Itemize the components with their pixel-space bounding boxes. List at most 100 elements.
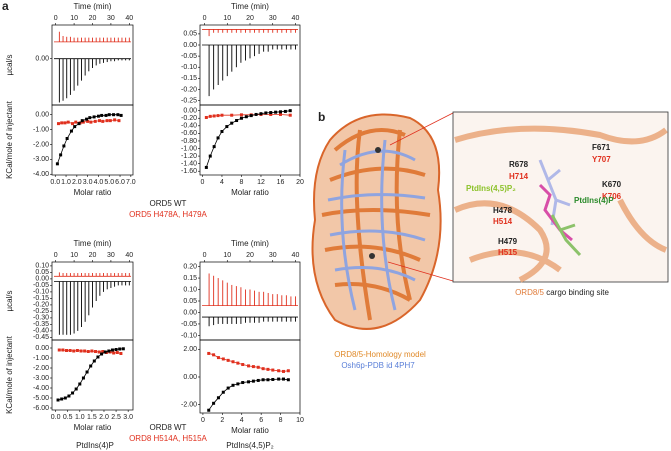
x-tick-label: 10 <box>70 15 78 22</box>
legend-wt: ORD5 WT <box>150 199 187 208</box>
x-tick-label: 0 <box>54 15 58 22</box>
data-point <box>110 348 114 352</box>
y-tick-label: 0.05 <box>183 31 197 38</box>
data-point <box>66 120 70 124</box>
y-tick-label: -0.05 <box>33 282 49 289</box>
x-tick-label: 3.0 <box>123 414 133 421</box>
data-point <box>119 352 123 355</box>
data-point <box>94 350 98 353</box>
x-tick-label: 1.0 <box>75 414 85 421</box>
lipid <box>538 183 573 242</box>
data-point <box>286 378 290 382</box>
data-point <box>86 119 90 123</box>
lipid <box>550 214 582 257</box>
y-tick-label: -1.40 <box>181 160 197 167</box>
plot-frame <box>199 339 301 414</box>
data-point <box>92 115 96 119</box>
data-point <box>73 125 77 129</box>
data-point <box>264 111 268 115</box>
x-tick-label: 2.0 <box>72 179 82 186</box>
protein-surface <box>311 113 442 330</box>
y-tick-label: 0.00 <box>35 276 49 283</box>
data-point <box>61 348 65 352</box>
panel-letter: b <box>318 110 325 124</box>
y-tick-label: -0.25 <box>181 97 197 104</box>
data-point <box>56 122 60 126</box>
x-axis-label: Time (min) <box>74 239 112 248</box>
data-point <box>68 349 72 352</box>
x-axis-label: Time (min) <box>231 239 269 248</box>
data-point <box>261 367 265 371</box>
x-tick-label: 0 <box>203 15 207 22</box>
x-tick-label: 0 <box>201 417 205 424</box>
x-tick-label: 0 <box>203 252 207 259</box>
data-point <box>216 396 220 400</box>
data-point <box>221 357 225 361</box>
helix-orange <box>321 128 431 321</box>
ligand-label: PtdIns(4,5)P₂ <box>226 441 274 450</box>
data-point <box>118 347 122 351</box>
data-point <box>216 356 220 360</box>
y-tick-label: 0.05 <box>35 269 49 276</box>
data-point <box>261 378 265 382</box>
y-tick-label: -0.05 <box>181 53 197 60</box>
y-tick-label: -1.00 <box>33 355 49 362</box>
x-tick-label: 0.0 <box>51 414 61 421</box>
data-point <box>103 350 107 354</box>
y-tick-label: 0.20 <box>183 263 197 270</box>
data-point <box>212 353 216 357</box>
y-axis-label: µcal/s <box>5 54 14 75</box>
data-point <box>256 378 260 382</box>
data-point <box>59 153 63 157</box>
y-tick-label: 0.00 <box>183 374 197 381</box>
residue: H479 <box>498 237 518 246</box>
data-point <box>269 112 273 116</box>
data-point <box>104 113 108 117</box>
x-axis-label: Molar ratio <box>74 188 112 197</box>
data-point <box>117 119 121 123</box>
x-axis-label: Molar ratio <box>74 423 112 432</box>
data-point <box>281 377 285 381</box>
x-tick-label: 40 <box>125 15 133 22</box>
plot-frame <box>199 24 301 106</box>
y-tick-label: -2.00 <box>181 402 197 409</box>
data-point <box>101 350 105 353</box>
x-tick-label: 0.5 <box>63 414 73 421</box>
x-tick-label: 10 <box>296 417 304 424</box>
x-tick-label: 20 <box>89 252 97 259</box>
data-point <box>116 113 120 117</box>
data-point <box>231 383 235 387</box>
data-point <box>77 122 81 126</box>
x-tick-label: 8 <box>240 179 244 186</box>
plot-frame <box>51 339 134 411</box>
x-tick-label: 30 <box>269 252 277 259</box>
data-point <box>114 348 118 351</box>
x-tick-label: 30 <box>269 15 277 22</box>
data-point <box>78 382 82 386</box>
fit-line <box>57 348 124 401</box>
x-tick-label: 40 <box>292 15 300 22</box>
residue: H478 <box>493 206 513 215</box>
site-label-rest: cargo binding site <box>544 288 609 297</box>
y-tick-label: -1.60 <box>181 168 197 175</box>
data-point <box>80 119 84 123</box>
site-label: ORD8/5 cargo binding site <box>515 288 609 297</box>
x-tick-label: 20 <box>246 15 254 22</box>
data-point <box>236 382 240 386</box>
data-point <box>254 112 258 116</box>
data-point <box>63 396 67 400</box>
y-tick-label: -0.20 <box>181 86 197 93</box>
lipid-label: PtdIns(4)P <box>574 196 614 205</box>
y-tick-label: 0.10 <box>183 286 197 293</box>
data-point <box>100 352 104 356</box>
x-tick-label: 10 <box>223 15 231 22</box>
data-point <box>98 119 102 123</box>
data-point <box>208 154 212 158</box>
y-axis-label: µcal/s <box>5 290 14 311</box>
data-point <box>112 113 116 117</box>
data-point <box>266 367 270 371</box>
data-point <box>62 144 66 148</box>
data-point <box>60 397 64 401</box>
